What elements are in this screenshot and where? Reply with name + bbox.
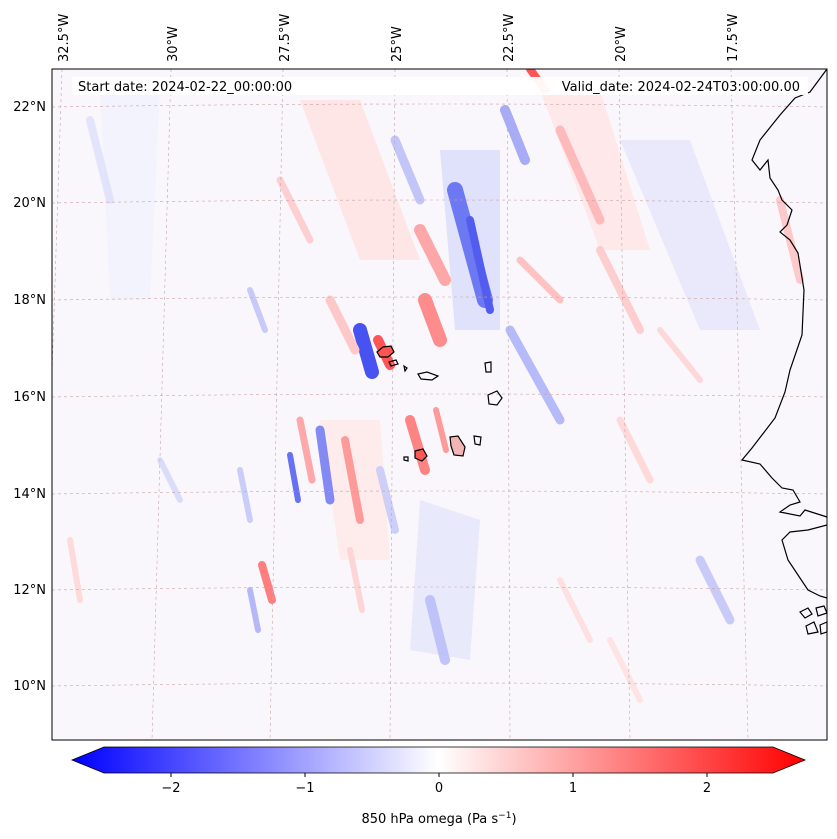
island-sao-nicolau xyxy=(417,371,440,381)
lon-label: 32.5°W xyxy=(57,14,72,62)
africa-coast-south xyxy=(781,524,828,599)
valid-date-text: Valid_date: 2024-02-24T03:00:00.00 xyxy=(562,80,800,95)
graticule xyxy=(52,69,827,740)
colorbar-label-main: 850 hPa omega (Pa s xyxy=(361,812,498,827)
start-date-text: Start date: 2024-02-22_00:00:00 xyxy=(78,80,292,95)
island-sao-vicente xyxy=(388,359,399,367)
island-santiago xyxy=(449,435,466,457)
island-maio xyxy=(473,435,482,446)
lat-label: 20°N xyxy=(13,196,46,211)
lon-label: 22.5°W xyxy=(502,14,517,62)
africa-coast xyxy=(740,68,828,518)
colorbar-tick: −2 xyxy=(161,781,180,796)
lon-label: 30°W xyxy=(166,26,181,62)
lat-label: 18°N xyxy=(13,293,46,308)
lon-label: 17.5°W xyxy=(726,14,741,62)
lat-label: 12°N xyxy=(13,583,46,598)
island-sal xyxy=(484,361,492,373)
latitude-labels: 22°N 20°N 18°N 16°N 14°N 12°N 10°N xyxy=(13,100,46,694)
lon-label: 25°W xyxy=(390,26,405,62)
island-fogo xyxy=(414,448,428,462)
colorbar-tick: 1 xyxy=(569,781,577,796)
lat-label: 10°N xyxy=(13,679,46,694)
colorbar-bar xyxy=(70,746,807,774)
colorbar-label: 850 hPa omega (Pa s−1) xyxy=(361,811,516,827)
colorbar-tick: 0 xyxy=(435,781,443,796)
lat-label: 14°N xyxy=(13,487,46,502)
island-santo-antao xyxy=(376,345,395,358)
date-banner xyxy=(72,77,808,95)
colorbar-tick: −1 xyxy=(295,781,314,796)
colorbar-label-sup: −1 xyxy=(498,811,511,821)
map-frame xyxy=(51,68,828,741)
lat-label: 16°N xyxy=(13,390,46,405)
omega-field xyxy=(52,69,827,740)
colorbar: −2 −1 0 1 2 850 hPa omega (Pa s−1) xyxy=(70,746,807,827)
lat-label: 22°N xyxy=(13,100,46,115)
colorbar-tick: 2 xyxy=(703,781,711,796)
colorbar-label-end: ) xyxy=(511,812,516,827)
island-boa-vista xyxy=(487,390,503,406)
lon-label: 27.5°W xyxy=(278,14,293,62)
coastlines xyxy=(376,68,828,635)
island-brava xyxy=(403,456,409,462)
longitude-labels: 32.5°W 30°W 27.5°W 25°W 22.5°W 20°W 17.5… xyxy=(57,14,741,62)
lon-label: 20°W xyxy=(614,26,629,62)
island-santa-luzia xyxy=(403,364,408,373)
